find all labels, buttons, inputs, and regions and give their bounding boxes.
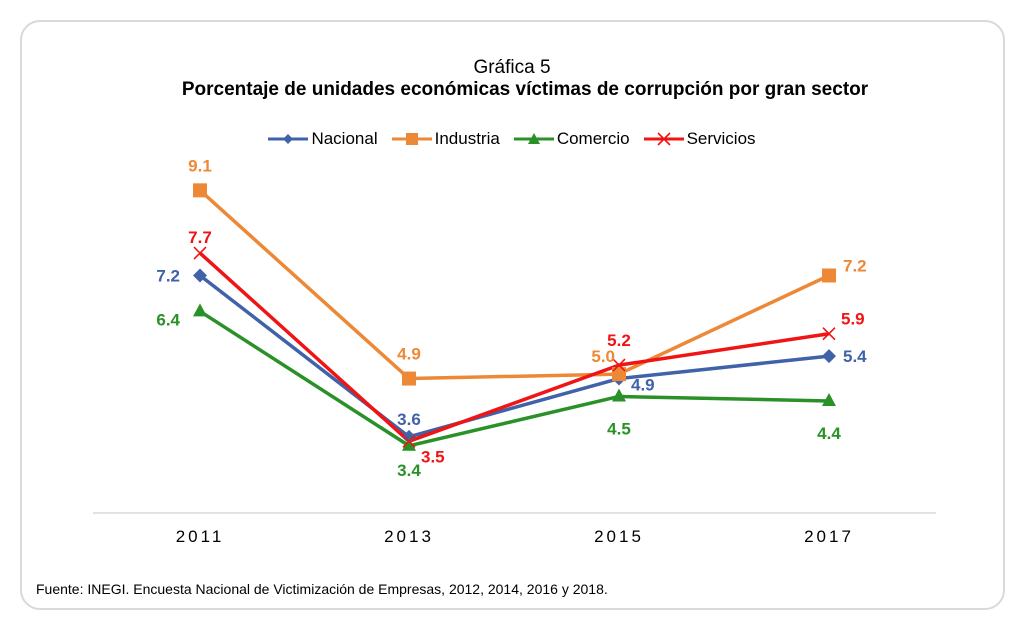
legend-item-nacional: Nacional (268, 129, 378, 149)
series-lines (198, 189, 830, 448)
legend-marker-triangle-icon (513, 133, 554, 144)
legend-marker-square-icon (391, 133, 432, 145)
series-markers (193, 183, 836, 451)
data-point-nacional (402, 429, 416, 444)
data-point-servicios (193, 246, 207, 260)
series-line-industria (198, 189, 830, 381)
data-label-nacional: 7.2 (156, 266, 180, 285)
data-point-industria (402, 371, 416, 386)
data-label-nacional: 4.9 (631, 376, 655, 395)
legend-item-servicios: Servicios (643, 129, 756, 149)
data-point-comercio (402, 437, 416, 451)
data-label-servicios: 5.2 (607, 331, 631, 350)
legend-label: Industria (434, 129, 500, 148)
data-point-industria (612, 367, 626, 382)
data-label-nacional: 5.4 (843, 347, 867, 366)
x-tick-label: 2015 (594, 527, 644, 546)
series-line-servicios (198, 251, 830, 444)
x-axis-ticks: 2011 2013 2015 2017 (176, 527, 854, 546)
chart-number: Gráfica 5 (473, 57, 551, 78)
data-label-comercio: 3.4 (397, 461, 421, 480)
data-label-nacional: 3.6 (397, 410, 421, 429)
data-point-comercio (822, 392, 836, 406)
data-point-servicios (612, 358, 626, 372)
legend-label: Comercio (556, 129, 630, 148)
chart-frame (20, 20, 1005, 610)
data-point-servicios (402, 434, 416, 448)
data-point-comercio (193, 303, 207, 317)
data-label-servicios: 7.7 (188, 228, 212, 247)
x-tick-label: 2013 (384, 527, 434, 546)
x-tick-label: 2011 (176, 527, 225, 546)
data-label-industria: 7.2 (843, 256, 867, 275)
data-label-comercio: 6.4 (156, 310, 180, 329)
series-line-comercio (199, 309, 830, 448)
legend-marker-x-icon (643, 132, 684, 146)
legend: Nacional Industria Comercio Servicios (0, 128, 1024, 150)
data-point-nacional (822, 349, 836, 364)
data-label-comercio: 4.5 (607, 419, 631, 438)
x-tick-label: 2017 (804, 527, 854, 546)
legend-item-comercio: Comercio (513, 129, 630, 149)
data-label-industria: 9.1 (188, 156, 212, 175)
data-point-nacional (193, 268, 207, 283)
legend-marker-diamond-icon (268, 134, 309, 144)
series-line-nacional (198, 274, 830, 439)
data-point-industria (193, 183, 207, 198)
data-point-comercio (612, 388, 626, 402)
legend-item-industria: Industria (391, 129, 500, 149)
data-point-industria (822, 268, 836, 283)
data-label-industria: 5.0 (591, 347, 615, 366)
data-labels: 7.2 3.6 4.9 5.4 9.1 4.9 5.0 7.2 6.4 3.4 4.5 4.4 7.7 3… (156, 156, 867, 479)
data-label-industria: 4.9 (397, 345, 421, 364)
source-note: Fuente: INEGI. Encuesta Nacional de Vict… (36, 581, 608, 597)
legend-label: Servicios (686, 129, 756, 148)
data-label-servicios: 3.5 (421, 447, 445, 466)
data-label-servicios: 5.9 (841, 310, 865, 329)
data-label-comercio: 4.4 (817, 424, 841, 443)
chart-title: Porcentaje de unidades económicas víctim… (181, 79, 869, 100)
legend-label: Nacional (311, 129, 378, 148)
data-point-servicios (822, 327, 836, 341)
